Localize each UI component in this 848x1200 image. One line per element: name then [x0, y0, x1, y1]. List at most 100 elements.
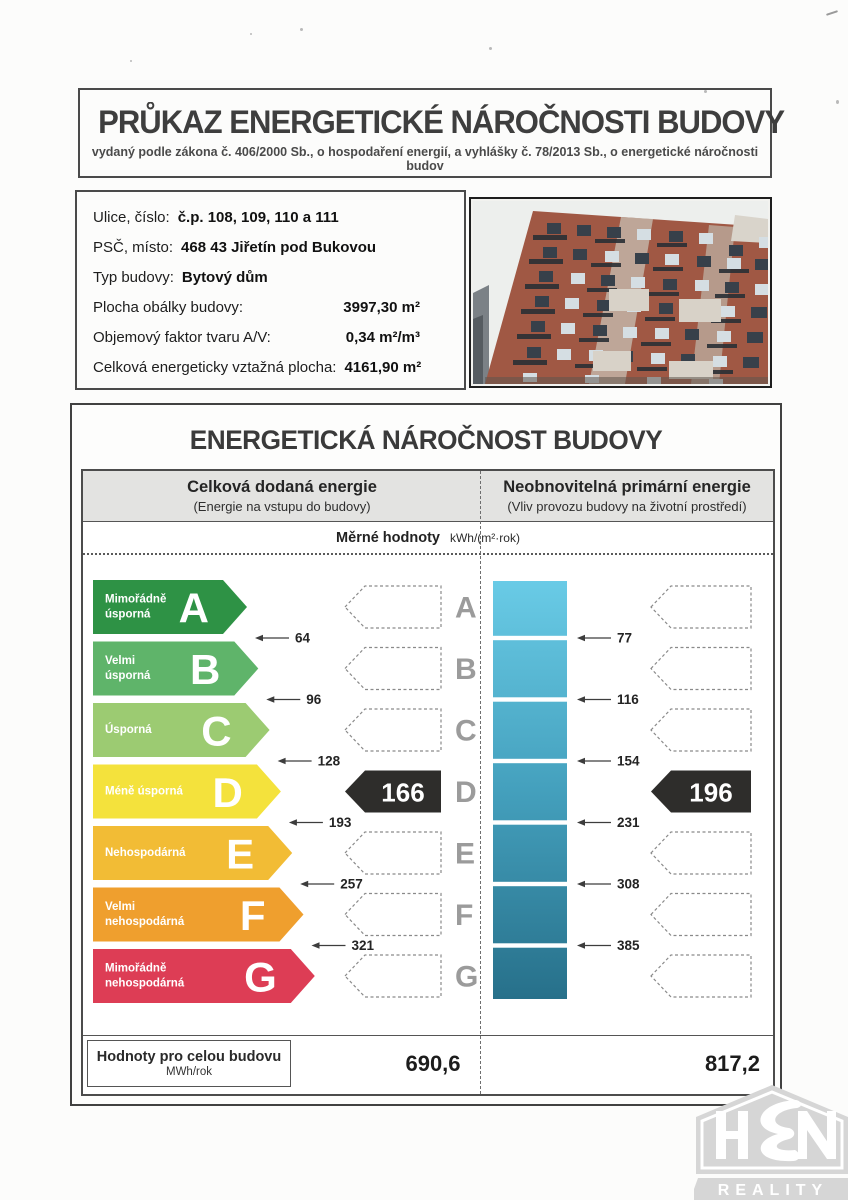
scale-letter-A: A: [455, 592, 477, 625]
svg-text:E: E: [226, 831, 254, 878]
rating-row-G: Mimořádně nehospodárná G G: [93, 949, 752, 1003]
page-title: PRŮKAZ ENERGETICKÉ NÁROČNOSTI BUDOVY: [98, 104, 785, 140]
totals-row: Hodnoty pro celou budovu MWh/rok 690,6 8…: [83, 1035, 773, 1092]
info-value: Bytový dům: [181, 268, 268, 286]
svg-text:Mimořádně: Mimořádně: [105, 963, 166, 975]
info-value: č.p. 108, 109, 110 a 111: [177, 208, 339, 226]
svg-text:Velmi: Velmi: [105, 901, 135, 913]
building-photo-image: [473, 201, 768, 384]
svg-text:154: 154: [617, 754, 640, 769]
column-header-delivered-energy: Celková dodaná energie (Energie na vstup…: [83, 471, 481, 521]
threshold-left-321: 321: [311, 938, 375, 953]
svg-text:F: F: [240, 892, 266, 939]
scale-arrow-right-B: [650, 646, 752, 691]
info-value: 468 43 Jiřetín pod Bukovou: [181, 238, 377, 256]
svg-text:G: G: [244, 954, 277, 1001]
scan-speck: [250, 33, 252, 35]
rating-chart: Mimořádně úsporná A A 64 77 Velmi úsporná B B 96 11…: [93, 580, 752, 1003]
threshold-right-231: 231: [577, 815, 640, 830]
info-row-city: PSČ, místo: 468 43 Jiřetín pod Bukovou: [93, 232, 464, 262]
scale-arrow-right-C: [650, 708, 752, 752]
info-label: Typ budovy:: [93, 268, 174, 286]
threshold-right-385: 385: [577, 938, 640, 953]
rating-value-left-arrow: 166: [345, 770, 441, 813]
logo-letters: [716, 1100, 836, 1162]
primary-energy-bar: [491, 581, 569, 999]
svg-text:77: 77: [617, 631, 632, 646]
units-row: Měrné hodnoty kWh/(m²·rok): [83, 522, 773, 555]
hn-reality-logo: REALITY: [694, 1085, 848, 1200]
svg-text:Méně úsporná: Méně úsporná: [105, 786, 184, 798]
page-subtitle: vydaný podle zákona č. 406/2000 Sb., o h…: [91, 145, 759, 173]
column-subtitle: (Energie na vstupu do budovy): [193, 499, 371, 514]
totals-value-right: 817,2: [704, 1051, 760, 1076]
info-label: Celková energeticky vztažná plocha:: [93, 358, 337, 376]
rating-value-right-arrow: 196: [651, 770, 751, 813]
svg-text:257: 257: [340, 877, 363, 892]
svg-text:D: D: [213, 769, 243, 816]
column-headers: Celková dodaná energie (Energie na vstup…: [83, 471, 773, 522]
rating-row-B: Velmi úsporná B B: [93, 641, 752, 696]
scan-speck: [825, 10, 839, 16]
svg-text:308: 308: [617, 877, 640, 892]
threshold-left-128: 128: [277, 754, 341, 769]
threshold-left-64: 64: [255, 631, 311, 646]
info-row-street: Ulice, číslo: č.p. 108, 109, 110 a 111: [93, 202, 464, 232]
info-label: PSČ, místo:: [93, 238, 174, 256]
column-title: Neobnovitelná primární energie: [503, 478, 751, 496]
column-header-primary-energy: Neobnovitelná primární energie (Vliv pro…: [481, 471, 773, 521]
scan-speck: [300, 28, 303, 31]
svg-text:116: 116: [617, 692, 639, 707]
building-photo: [469, 197, 772, 388]
scale-arrow-left-A: [344, 585, 442, 629]
threshold-left-257: 257: [300, 877, 363, 892]
building-windows: [513, 223, 768, 384]
scale-letter-C: C: [455, 715, 477, 748]
scale-arrow-right-A: [650, 585, 752, 629]
rating-row-C: Úsporná C C: [93, 703, 752, 757]
scale-arrow-left-F: [344, 892, 442, 937]
building-info-box: Ulice, číslo: č.p. 108, 109, 110 a 111 P…: [75, 190, 466, 390]
scan-speck: [130, 60, 132, 62]
totals-value-left: 690,6: [405, 1051, 461, 1076]
info-row-reference-area: Celková energeticky vztažná plocha: 4161…: [93, 352, 464, 382]
threshold-right-308: 308: [577, 877, 640, 892]
section-title: ENERGETICKÁ NÁROČNOST BUDOVY: [189, 425, 663, 455]
scan-speck: [836, 100, 839, 104]
rating-row-D: Méně úsporná D D: [93, 764, 477, 819]
threshold-right-154: 154: [577, 754, 640, 769]
scale-letter-F: F: [455, 899, 473, 932]
scan-speck: [489, 47, 492, 50]
svg-text:C: C: [201, 708, 231, 755]
svg-text:úsporná: úsporná: [105, 670, 151, 682]
totals-unit: MWh/rok: [166, 1066, 212, 1078]
scale-arrow-right-G: [650, 954, 752, 998]
svg-text:Nehospodárná: Nehospodárná: [105, 847, 186, 859]
scale-arrow-right-E: [650, 831, 752, 875]
svg-text:166: 166: [381, 778, 424, 808]
svg-text:128: 128: [318, 754, 341, 769]
totals-label: Hodnoty pro celou budovu: [96, 1049, 282, 1065]
svg-text:96: 96: [306, 692, 322, 707]
info-row-envelope-area: Plocha obálky budovy: 3997,30 m²: [93, 292, 464, 322]
threshold-right-77: 77: [577, 631, 632, 646]
info-value: 4161,90 m²: [344, 358, 422, 376]
svg-text:nehospodárná: nehospodárná: [105, 916, 185, 928]
scale-arrow-right-F: [650, 892, 752, 937]
info-value: 0,34 m²/m³: [345, 328, 420, 346]
scale-letter-G: G: [455, 961, 478, 994]
threshold-left-193: 193: [288, 815, 352, 830]
units-unit: kWh/(m²·rok): [449, 530, 520, 545]
info-label: Plocha obálky budovy:: [93, 298, 244, 316]
svg-text:385: 385: [617, 938, 640, 953]
scale-letter-D: D: [455, 776, 477, 809]
info-label: Ulice, číslo:: [93, 208, 170, 226]
svg-text:64: 64: [295, 631, 311, 646]
units-label: Měrné hodnoty: [336, 529, 440, 546]
scan-speck: [704, 90, 707, 93]
svg-text:321: 321: [352, 938, 375, 953]
svg-text:B: B: [190, 646, 220, 693]
rating-row-F: Velmi nehospodárná F F: [93, 887, 752, 942]
info-value: 3997,30 m²: [343, 298, 420, 316]
